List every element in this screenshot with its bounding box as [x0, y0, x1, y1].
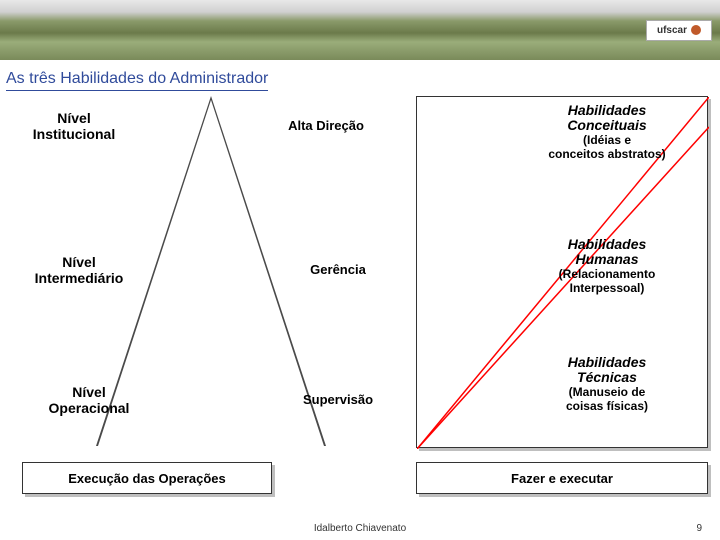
logo-text: ufscar	[657, 25, 687, 36]
mgmt-label-supervisao: Supervisão	[278, 392, 398, 407]
institution-logo: ufscar	[646, 20, 712, 41]
skill-humanas: Habilidades Humanas (Relacionamento Inte…	[517, 237, 697, 295]
mgmt-label-alta-direcao: Alta Direção	[266, 118, 386, 133]
bottom-box-fazer: Fazer e executar	[416, 462, 708, 494]
footer-author: Idalberto Chiavenato	[0, 523, 720, 534]
skills-box: Habilidades Conceituais (Idéias e concei…	[416, 96, 708, 448]
skill-title: Habilidades Humanas	[517, 237, 697, 268]
skill-subtitle: (Relacionamento Interpessoal)	[517, 268, 697, 296]
skill-tecnicas: Habilidades Técnicas (Manuseio de coisas…	[517, 355, 697, 413]
bottom-box-execucao: Execução das Operações	[22, 462, 272, 494]
skill-title: Habilidades Técnicas	[517, 355, 697, 386]
mgmt-label-gerencia: Gerência	[278, 262, 398, 277]
level-label-institucional: Nível Institucional	[14, 110, 134, 142]
slide-header: ufscar	[0, 0, 720, 60]
level-label-operacional: Nível Operacional	[24, 384, 154, 416]
page-number: 9	[696, 523, 702, 534]
level-label-intermediario: Nível Intermediário	[14, 254, 144, 286]
hierarchy-triangle: Nível Institucional Alta Direção Nível I…	[6, 96, 406, 456]
skill-conceituais: Habilidades Conceituais (Idéias e concei…	[517, 103, 697, 161]
skill-subtitle: (Manuseio de coisas físicas)	[517, 386, 697, 414]
slide-title: As três Habilidades do Administrador	[6, 70, 268, 91]
skill-subtitle: (Idéias e conceitos abstratos)	[517, 134, 697, 162]
skill-title: Habilidades Conceituais	[517, 103, 697, 134]
diagram-content: Nível Institucional Alta Direção Nível I…	[6, 96, 714, 500]
logo-dot-icon	[691, 25, 701, 35]
